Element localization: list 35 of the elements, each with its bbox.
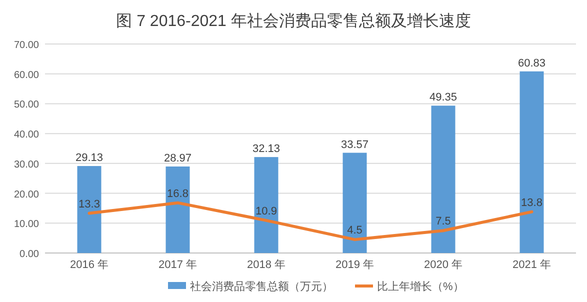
data-label: 33.57 (340, 138, 369, 151)
x-tick-label: 2017 年 (158, 259, 198, 271)
data-label: 13.3 (78, 198, 100, 210)
y-tick-label: 10.00 (14, 219, 40, 230)
data-label: 7.5 (436, 216, 451, 228)
bar (342, 152, 367, 253)
chart-title: 图 7 2016-2021 年社会消费品零售总额及增长速度 (116, 12, 471, 30)
data-label: 60.83 (518, 57, 546, 70)
x-tick-label: 2018 年 (246, 259, 286, 271)
legend-label: 比上年增长（%） (377, 280, 464, 293)
data-label: 16.8 (167, 188, 188, 200)
x-tick-label: 2016 年 (70, 259, 109, 271)
y-tick-label: 30.00 (14, 159, 40, 170)
y-tick-label: 20.00 (14, 189, 40, 200)
y-tick-label: 0.00 (20, 249, 40, 260)
data-label: 13.8 (521, 196, 542, 209)
data-label: 4.5 (347, 224, 362, 237)
data-label: 28.97 (164, 152, 192, 165)
y-tick-label: 70.00 (14, 40, 40, 51)
data-label: 49.35 (429, 92, 458, 104)
bar (254, 157, 278, 253)
bar (520, 71, 544, 253)
x-tick-label: 2019 年 (335, 259, 374, 271)
x-tick-label: 2020 年 (424, 259, 463, 271)
x-tick-label: 2021 年 (512, 259, 552, 271)
bar (77, 166, 102, 253)
y-tick-label: 50.00 (14, 100, 40, 111)
data-label: 32.13 (252, 143, 280, 156)
y-tick-label: 60.00 (14, 70, 40, 81)
data-label: 29.13 (75, 152, 104, 164)
y-tick-label: 40.00 (14, 130, 40, 141)
legend-label: 社会消费品零售总额（万元） (190, 280, 333, 293)
bar (166, 166, 190, 253)
bar (431, 106, 456, 253)
data-label: 10.9 (256, 205, 277, 218)
